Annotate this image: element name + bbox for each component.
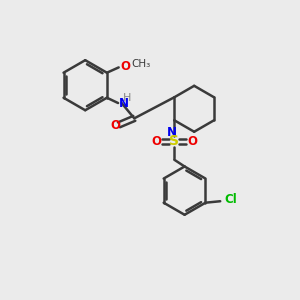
Text: N: N bbox=[119, 97, 129, 110]
Text: H: H bbox=[123, 93, 132, 103]
Text: CH₃: CH₃ bbox=[131, 59, 151, 69]
Text: O: O bbox=[188, 135, 197, 148]
Text: N: N bbox=[167, 126, 177, 139]
Text: O: O bbox=[110, 119, 120, 132]
Text: O: O bbox=[151, 135, 161, 148]
Text: O: O bbox=[120, 60, 130, 73]
Text: S: S bbox=[169, 134, 179, 148]
Text: Cl: Cl bbox=[224, 193, 237, 206]
